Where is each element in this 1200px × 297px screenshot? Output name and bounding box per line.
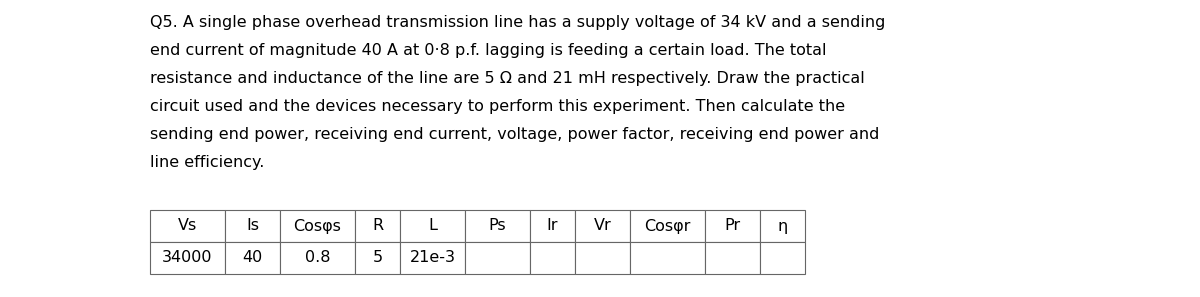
Bar bbox=[280, 242, 355, 274]
Bar bbox=[400, 210, 466, 242]
Bar bbox=[706, 210, 760, 242]
Text: Ps: Ps bbox=[488, 219, 506, 233]
Text: sending end power, receiving end current, voltage, power factor, receiving end p: sending end power, receiving end current… bbox=[150, 127, 880, 142]
Text: 40: 40 bbox=[242, 250, 263, 266]
Bar bbox=[760, 242, 805, 274]
Bar bbox=[760, 210, 805, 242]
Bar bbox=[150, 210, 226, 242]
Text: circuit used and the devices necessary to perform this experiment. Then calculat: circuit used and the devices necessary t… bbox=[150, 99, 845, 114]
Bar bbox=[706, 242, 760, 274]
Text: end current of magnitude 40 A at 0·8 p.f. lagging is feeding a certain load. The: end current of magnitude 40 A at 0·8 p.f… bbox=[150, 43, 827, 58]
Bar bbox=[575, 242, 630, 274]
Bar bbox=[226, 242, 280, 274]
Text: Vr: Vr bbox=[594, 219, 611, 233]
Bar bbox=[226, 210, 280, 242]
Text: Q5. A single phase overhead transmission line has a supply voltage of 34 kV and : Q5. A single phase overhead transmission… bbox=[150, 15, 886, 30]
Bar bbox=[150, 242, 226, 274]
Text: 5: 5 bbox=[372, 250, 383, 266]
Bar bbox=[630, 210, 706, 242]
Text: Cosφs: Cosφs bbox=[294, 219, 342, 233]
Bar bbox=[530, 242, 575, 274]
Text: Ir: Ir bbox=[547, 219, 558, 233]
Bar bbox=[530, 210, 575, 242]
Text: 34000: 34000 bbox=[162, 250, 212, 266]
Bar bbox=[355, 242, 400, 274]
Text: R: R bbox=[372, 219, 383, 233]
Text: Pr: Pr bbox=[725, 219, 740, 233]
Text: 21e-3: 21e-3 bbox=[409, 250, 456, 266]
Text: Is: Is bbox=[246, 219, 259, 233]
Bar bbox=[466, 242, 530, 274]
Text: line efficiency.: line efficiency. bbox=[150, 155, 264, 170]
Bar bbox=[280, 210, 355, 242]
Text: 0.8: 0.8 bbox=[305, 250, 330, 266]
Bar bbox=[466, 210, 530, 242]
Bar bbox=[630, 242, 706, 274]
Bar bbox=[400, 242, 466, 274]
Text: L: L bbox=[428, 219, 437, 233]
Text: η: η bbox=[778, 219, 787, 233]
Text: Vs: Vs bbox=[178, 219, 197, 233]
Text: resistance and inductance of the line are 5 Ω and 21 mH respectively. Draw the p: resistance and inductance of the line ar… bbox=[150, 71, 865, 86]
Text: Cosφr: Cosφr bbox=[644, 219, 691, 233]
Bar bbox=[355, 210, 400, 242]
Bar bbox=[575, 210, 630, 242]
